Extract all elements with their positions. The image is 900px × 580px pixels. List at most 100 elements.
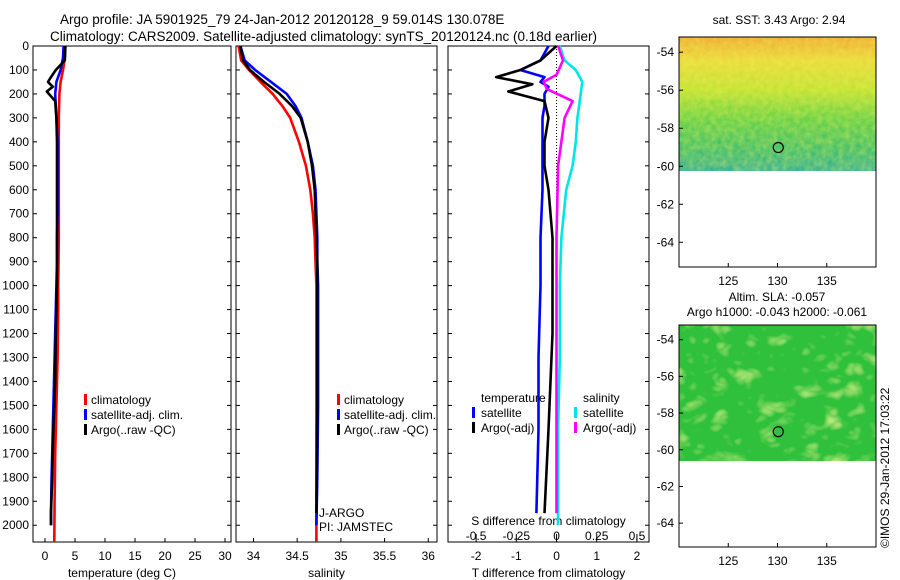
depth-tick-label: 1600 — [2, 422, 29, 436]
credit-text: ©IMOS 29-Jan-2012 17:03:22 — [878, 387, 892, 548]
legend-swatch — [472, 407, 475, 418]
legend-swatch — [84, 409, 87, 420]
argo-location-marker — [772, 426, 784, 438]
map-ytick-label: -56 — [657, 369, 675, 383]
temperature-xlabel: temperature (deg C) — [68, 566, 176, 580]
salinity-axes-frame — [235, 45, 438, 543]
float-program-label: J-ARGO — [319, 506, 364, 520]
temperature-series-argo-raw-qc- — [45, 45, 67, 526]
legend-label: Argo(..raw -QC) — [344, 423, 429, 437]
depth-tick-label: 700 — [9, 207, 29, 221]
legend-label: satellite — [481, 406, 522, 420]
argo-location-marker — [772, 141, 784, 154]
depth-tick-label: 1200 — [2, 327, 29, 341]
difference-series-argo-adj- — [542, 45, 574, 514]
difference-series-satellite — [556, 45, 584, 526]
legend-label: Argo(-adj) — [583, 421, 636, 435]
sla-heatmap-texture — [679, 325, 876, 461]
salinity-diff-xlabel: S difference from climatology — [471, 514, 626, 528]
sla-map-subtitle: Argo h1000: -0.043 h2000: -0.061 — [687, 305, 867, 319]
map-xtick-label: 125 — [718, 554, 738, 568]
temperature-profile-panel: 0100200300400500600700800900100011001200… — [2, 39, 232, 580]
legend-swatch — [472, 422, 475, 433]
depth-tick-label: 500 — [9, 159, 29, 173]
sst-map-title: sat. SST: 3.43 Argo: 2.94 — [713, 13, 846, 27]
salinity-series-argo-raw-qc- — [239, 45, 319, 514]
legend-label: Argo(-adj) — [481, 421, 534, 435]
sst-map-panel: -54 -56 -58 -60 -62 -64 125 130 135 — [657, 36, 877, 288]
float-pi-label: PI: JAMSTEC — [319, 520, 393, 534]
temperature-xtick-label: 30 — [218, 549, 232, 563]
salinity-series-satellite-adj-clim- — [239, 45, 320, 526]
salinity-xtick-label: 34.5 — [285, 549, 309, 563]
header-line-1: Argo profile: JA 5901925_79 24-Jan-2012 … — [60, 12, 505, 27]
map-ytick-label: -54 — [657, 45, 675, 59]
salinity-diff-tick-label: 0.25 — [585, 529, 609, 543]
map-xtick-label: 130 — [767, 274, 787, 288]
temperature-xtick-label: 10 — [98, 549, 112, 563]
legend-swatch — [84, 424, 87, 435]
difference-xlabel: T difference from climatology — [472, 566, 626, 580]
legend-label: satellite-adj. clim. — [91, 408, 183, 422]
depth-tick-label: 100 — [9, 63, 29, 77]
depth-tick-label: 1000 — [2, 279, 29, 293]
salinity-diff-tick-label: 0.5 — [629, 529, 646, 543]
legend-swatch — [574, 422, 577, 433]
temperature-xtick-label: 0 — [42, 549, 49, 563]
depth-tick-label: 400 — [9, 135, 29, 149]
map-xtick-label: 130 — [767, 554, 787, 568]
depth-tick-label: 0 — [22, 39, 29, 53]
map-xtick-label: 135 — [817, 274, 837, 288]
depth-tick-label: 1100 — [3, 303, 29, 317]
depth-tick-label: 1900 — [2, 494, 29, 508]
depth-tick-label: 600 — [9, 183, 29, 197]
depth-tick-label: 300 — [9, 111, 29, 125]
legend-swatch — [337, 394, 340, 405]
sla-map-panel: -54 -56 -58 -60 -62 -64 125 130 135 — [657, 324, 877, 568]
legend-swatch — [337, 424, 340, 435]
depth-tick-label: 2000 — [2, 518, 29, 532]
salinity-diff-tick-label: -0.25 — [503, 529, 531, 543]
difference-series-satellite — [519, 45, 550, 514]
difference-xtick-label: -2 — [471, 549, 482, 563]
salinity-xtick-label: 35 — [334, 549, 348, 563]
temperature-xtick-label: 5 — [72, 549, 79, 563]
map-ytick-label: -58 — [657, 406, 675, 420]
sla-map-title: Altim. SLA: -0.057 — [729, 290, 826, 304]
temperature-xtick-label: 15 — [128, 549, 142, 563]
depth-tick-label: 1300 — [2, 350, 29, 364]
map-ytick-label: -60 — [657, 159, 675, 173]
temperature-axes-frame — [32, 45, 232, 543]
depth-tick-label: 1800 — [2, 470, 29, 484]
map-ytick-label: -56 — [657, 83, 675, 97]
temperature-xtick-label: 25 — [188, 549, 202, 563]
map-ytick-label: -60 — [657, 443, 675, 457]
legend-swatch — [337, 409, 340, 420]
difference-xtick-label: 2 — [634, 549, 641, 563]
legend-label: satellite — [583, 406, 624, 420]
difference-series-argo-adj- — [494, 45, 558, 514]
salinity-xlabel: salinity — [308, 566, 345, 580]
difference-profile-panel: -2 -1 0 1 2 T difference from climatology -0.5… — [447, 45, 650, 580]
legend-title-salinity: salinity — [583, 391, 620, 405]
map-ytick-label: -62 — [657, 197, 675, 211]
salinity-profile-panel: 34 34.5 35 35.5 36 salinity climatologysatelli… — [235, 45, 438, 580]
map-ytick-label: -64 — [657, 235, 675, 249]
salinity-xtick-label: 35.5 — [373, 549, 397, 563]
depth-tick-label: 900 — [9, 255, 29, 269]
map-xtick-label: 135 — [817, 554, 837, 568]
salinity-xtick-label: 34 — [247, 549, 261, 563]
legend-title-temperature: temperature — [481, 391, 546, 405]
map-ytick-label: -62 — [657, 479, 675, 493]
legend-swatch — [574, 407, 577, 418]
depth-tick-label: 1500 — [2, 398, 29, 412]
difference-xtick-label: 1 — [593, 549, 600, 563]
map-ytick-label: -58 — [657, 121, 675, 135]
sst-heatmap-texture — [679, 37, 876, 171]
temperature-series-climatology — [53, 45, 67, 543]
legend-label: satellite-adj. clim. — [344, 408, 436, 422]
temperature-xtick-label: 20 — [158, 549, 172, 563]
legend-label: climatology — [344, 393, 404, 407]
header-line-2: Climatology: CARS2009. Satellite-adjuste… — [50, 29, 598, 44]
